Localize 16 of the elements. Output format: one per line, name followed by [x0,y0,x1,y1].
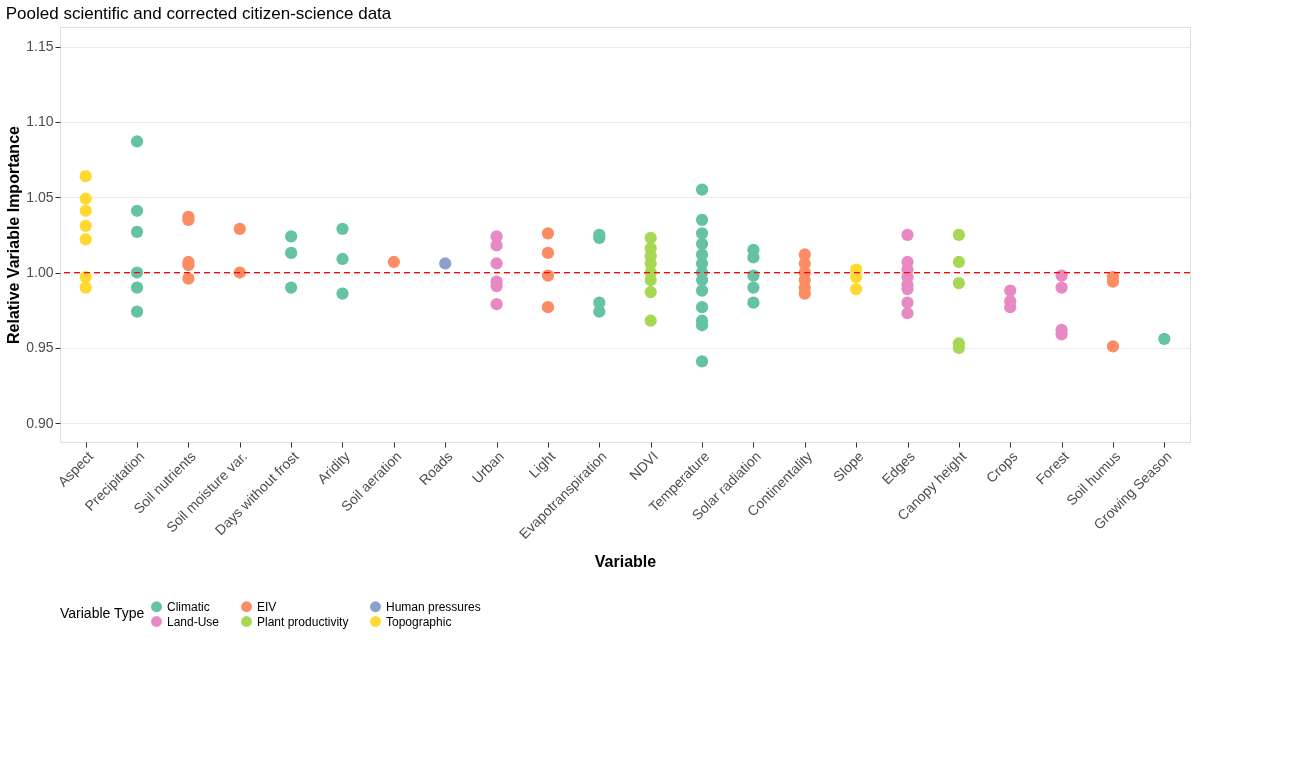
x-axis-title: Variable [594,552,657,570]
y-tick-label: 1.05 [26,188,54,205]
y-axis-title: Relative Variable Importance [5,125,23,344]
legend-label: EIV [257,599,277,614]
legend-label: Plant productivity [257,614,349,629]
legend-label: Land-Use [167,614,220,629]
chart-title: Pooled scientific and corrected citizen-science data [5,4,392,23]
legend-label: Human pressures [386,599,481,614]
legend-label: Climatic [167,599,210,614]
y-tick-label: 0.95 [26,339,54,356]
y-tick-label: 0.90 [26,414,54,431]
legend-label: Topographic [386,614,452,629]
y-tick-label: 1.10 [26,113,54,130]
y-tick-label: 1.00 [26,264,54,281]
legend-title: Variable Type [60,605,145,621]
y-tick-label: 1.15 [26,38,54,55]
